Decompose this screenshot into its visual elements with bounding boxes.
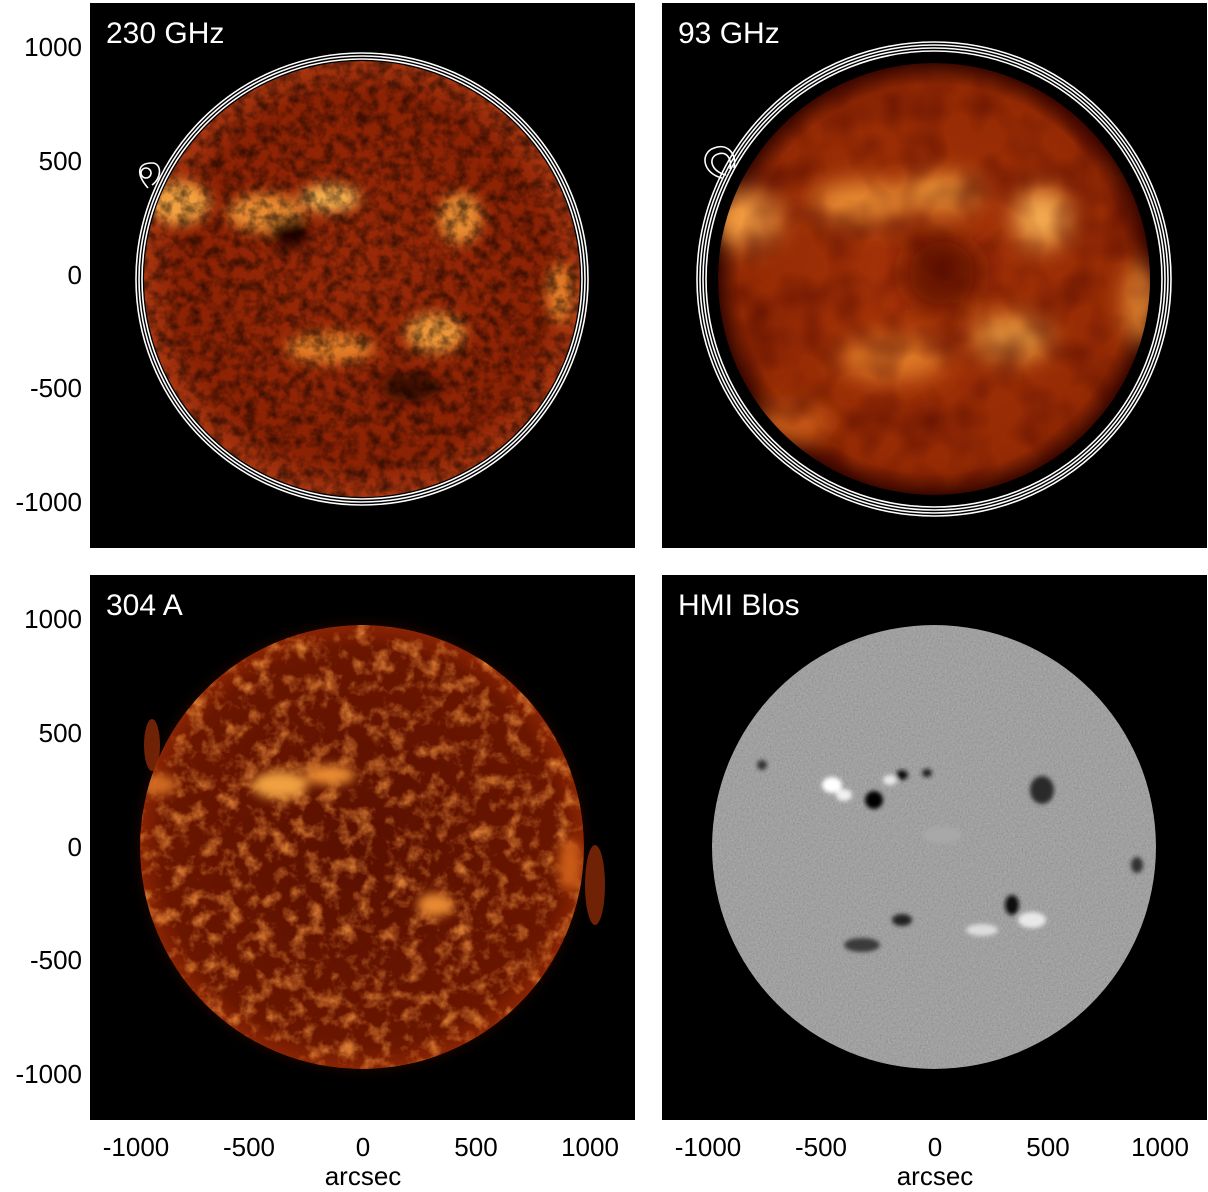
y-tick-label: 0 <box>67 260 82 290</box>
y-tick-label: -500 <box>29 373 82 403</box>
x-tick-label: -500 <box>794 1132 848 1162</box>
x-axis-title: arcsec <box>896 1161 974 1191</box>
sun-image-304a <box>126 611 605 1083</box>
y-tick-label: -1000 <box>15 487 83 517</box>
limb-contours <box>135 52 589 506</box>
panel-label: 304 A <box>106 589 183 622</box>
y-tick-label: -1000 <box>15 1059 83 1089</box>
panel-label: 93 GHz <box>678 17 780 50</box>
limb-contours <box>696 41 1172 517</box>
y-tick-label: 500 <box>38 146 82 176</box>
y-tick-label: 1000 <box>24 32 82 62</box>
x-tick-label: 0 <box>927 1132 943 1162</box>
y-tick-label: -500 <box>29 945 82 975</box>
x-tick-label: 1000 <box>1131 1132 1189 1162</box>
x-tick-label: 1000 <box>561 1132 619 1162</box>
panel-304a: 304 A <box>90 575 635 1120</box>
sun-image-230ghz <box>135 52 589 506</box>
x-axis-title: arcsec <box>324 1161 402 1191</box>
panel-93ghz: 93 GHz <box>662 3 1207 548</box>
x-tick-label: 500 <box>454 1132 498 1162</box>
panel-230ghz: 230 GHz <box>90 3 635 548</box>
x-tick-label: 500 <box>1026 1132 1070 1162</box>
y-tick-label: 1000 <box>24 604 82 634</box>
x-tick-label: -500 <box>222 1132 276 1162</box>
sun-image-hmi-blos <box>712 625 1156 1069</box>
panel-hmi-blos: HMI Blos <box>662 575 1207 1120</box>
y-tick-label: 0 <box>67 832 82 862</box>
sun-image-93ghz <box>696 41 1172 517</box>
panel-label: HMI Blos <box>678 589 800 622</box>
x-tick-label: 0 <box>355 1132 371 1162</box>
x-tick-label: -1000 <box>102 1132 170 1162</box>
x-tick-label: -1000 <box>674 1132 742 1162</box>
panel-label: 230 GHz <box>106 17 225 50</box>
y-tick-label: 500 <box>38 718 82 748</box>
